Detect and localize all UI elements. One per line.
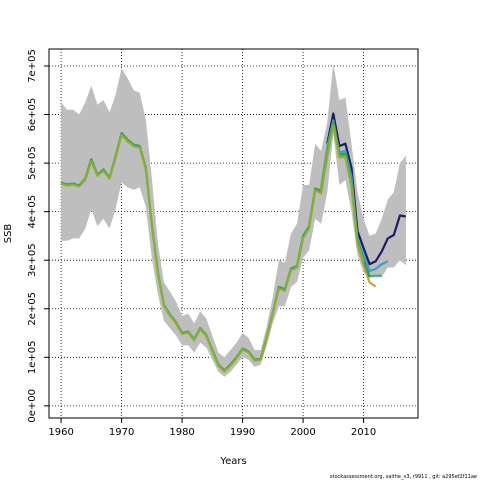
x-tick-label: 1980: [169, 427, 194, 438]
footer-note: stockassessment.org, saithe_v3, r9911 , …: [330, 474, 477, 480]
y-tick-label: 6e+05: [27, 98, 38, 132]
y-tick-label: 7e+05: [27, 49, 38, 83]
x-tick-label: 2010: [351, 427, 376, 438]
plot-frame: [48, 48, 419, 419]
y-tick-label: 4e+05: [27, 195, 38, 229]
series-line-1: [326, 112, 407, 266]
y-tick-label: 1e+05: [27, 340, 38, 374]
y-tick-label: 0e+00: [27, 389, 38, 423]
series-line-6: [60, 124, 365, 373]
series-lines: [60, 112, 407, 373]
x-tick-label: 1960: [48, 427, 73, 438]
x-axis: 1960 1970 1980 1990 2000 2010: [48, 418, 376, 438]
confidence-band: [61, 63, 406, 377]
y-tick-label: 5e+05: [27, 146, 38, 180]
y-axis-title: SSB: [3, 224, 14, 244]
x-tick-label: 1990: [230, 427, 255, 438]
y-axis: 0e+00 1e+05 2e+05 3e+05 4e+05 5e+05 6e+05 7e+05: [27, 49, 49, 423]
y-tick-label: 2e+05: [27, 292, 38, 326]
y-tick-label: 3e+05: [27, 243, 38, 277]
x-tick-label: 2000: [290, 427, 315, 438]
x-axis-title: Years: [219, 456, 246, 467]
x-tick-label: 1970: [109, 427, 134, 438]
